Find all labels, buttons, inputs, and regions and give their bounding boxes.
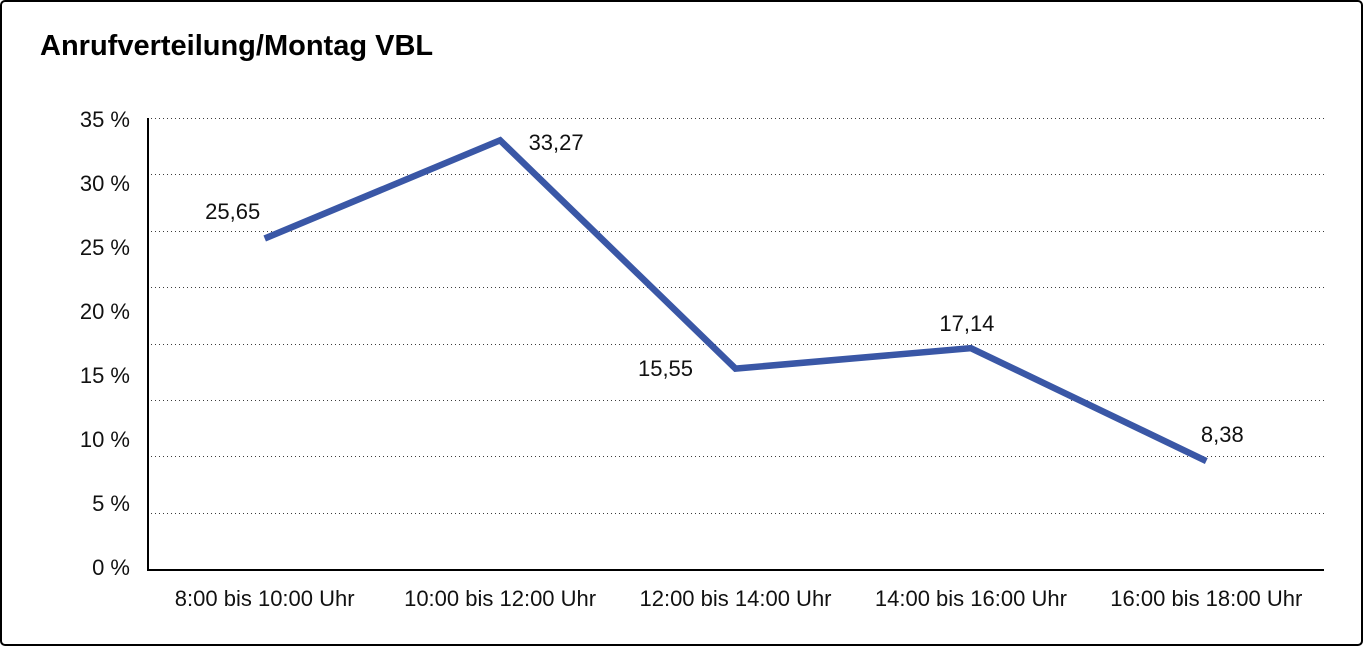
y-axis-label: 35 % (79, 107, 130, 132)
series-line (263, 136, 1208, 464)
y-axis-label: 30 % (79, 171, 130, 196)
gridline (147, 118, 1324, 119)
point-label: 15,55 (637, 355, 694, 381)
gridline (147, 287, 1324, 289)
y-axis-label: 5 % (92, 491, 130, 516)
x-axis-line (147, 569, 1324, 571)
y-axis-label: 15 % (79, 363, 130, 388)
y-axis-line (147, 118, 149, 571)
y-axis-label: 10 % (79, 427, 130, 452)
point-label: 33,27 (528, 130, 584, 156)
chart-title: Anrufverteilung/Montag VBL (40, 30, 434, 62)
data-line (263, 136, 1208, 464)
y-axis-label: 0 % (92, 555, 130, 580)
x-axis-label: 10:00 bis 12:00 Uhr (404, 586, 597, 611)
y-axis-label: 20 % (79, 299, 130, 324)
plot-area (147, 118, 1324, 569)
gridline (147, 512, 1324, 514)
gridline (147, 456, 1324, 458)
gridline (147, 174, 1324, 176)
x-axis-label: 8:00 bis 10:00 Uhr (174, 586, 355, 611)
point-label: 17,14 (939, 311, 995, 337)
gridline (147, 343, 1324, 345)
x-axis-label: 16:00 bis 18:00 Uhr (1110, 586, 1303, 611)
gridline (147, 230, 1324, 232)
gridline (147, 399, 1324, 401)
x-axis-label: 12:00 bis 14:00 Uhr (639, 586, 832, 611)
point-label: 25,65 (205, 199, 261, 225)
point-label: 8,38 (1200, 422, 1244, 448)
y-axis-label: 25 % (79, 235, 130, 260)
x-axis-label: 14:00 bis 16:00 Uhr (874, 586, 1067, 611)
